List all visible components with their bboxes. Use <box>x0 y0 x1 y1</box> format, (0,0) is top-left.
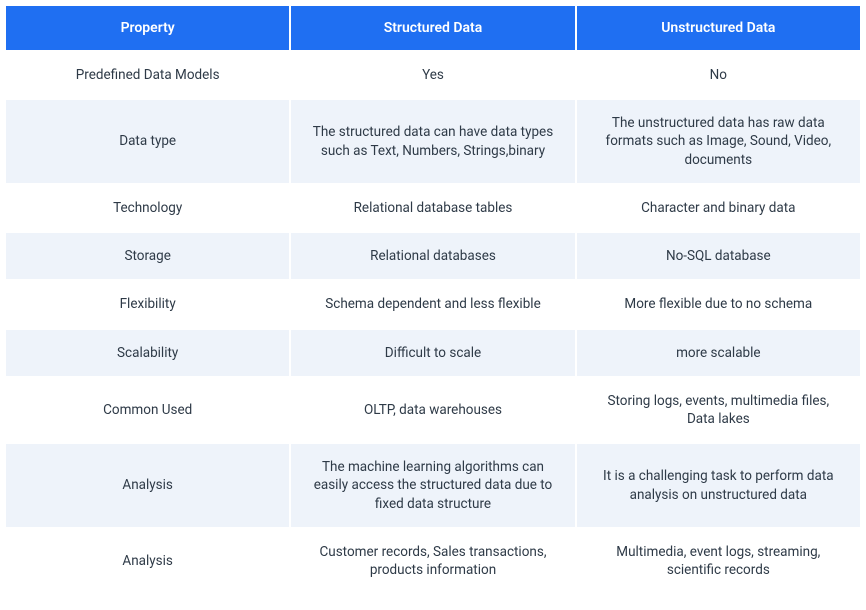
col-header-property: Property <box>6 6 289 50</box>
cell-structured: OLTP, data warehouses <box>291 378 574 442</box>
cell-structured: Difficult to scale <box>291 330 574 376</box>
col-header-unstructured: Unstructured Data <box>577 6 860 50</box>
table-row: Predefined Data Models Yes No <box>6 52 860 98</box>
cell-unstructured: No <box>577 52 860 98</box>
table-row: Technology Relational database tables Ch… <box>6 185 860 231</box>
cell-structured: The structured data can have data types … <box>291 100 574 183</box>
cell-property: Analysis <box>6 529 289 593</box>
table-row: Analysis The machine learning algorithms… <box>6 444 860 527</box>
cell-property: Analysis <box>6 444 289 527</box>
table-row: Data type The structured data can have d… <box>6 100 860 183</box>
cell-unstructured: No-SQL database <box>577 233 860 279</box>
cell-unstructured: More flexible due to no schema <box>577 281 860 327</box>
cell-unstructured: Storing logs, events, multimedia files, … <box>577 378 860 442</box>
cell-structured: Relational database tables <box>291 185 574 231</box>
cell-structured: Customer records, Sales transactions, pr… <box>291 529 574 593</box>
cell-structured: The machine learning algorithms can easi… <box>291 444 574 527</box>
table-row: Storage Relational databases No-SQL data… <box>6 233 860 279</box>
cell-unstructured: more scalable <box>577 330 860 376</box>
comparison-table-container: Property Structured Data Unstructured Da… <box>0 0 866 599</box>
table-row: Common Used OLTP, data warehouses Storin… <box>6 378 860 442</box>
comparison-table: Property Structured Data Unstructured Da… <box>4 4 862 595</box>
cell-unstructured: It is a challenging task to perform data… <box>577 444 860 527</box>
table-header-row: Property Structured Data Unstructured Da… <box>6 6 860 50</box>
cell-structured: Relational databases <box>291 233 574 279</box>
col-header-structured: Structured Data <box>291 6 574 50</box>
cell-property: Technology <box>6 185 289 231</box>
cell-property: Flexibility <box>6 281 289 327</box>
cell-unstructured: The unstructured data has raw data forma… <box>577 100 860 183</box>
cell-property: Scalability <box>6 330 289 376</box>
cell-structured: Yes <box>291 52 574 98</box>
cell-property: Data type <box>6 100 289 183</box>
cell-property: Predefined Data Models <box>6 52 289 98</box>
cell-property: Storage <box>6 233 289 279</box>
table-body: Predefined Data Models Yes No Data type … <box>6 52 860 593</box>
cell-structured: Schema dependent and less flexible <box>291 281 574 327</box>
table-row: Scalability Difficult to scale more scal… <box>6 330 860 376</box>
cell-unstructured: Character and binary data <box>577 185 860 231</box>
table-row: Analysis Customer records, Sales transac… <box>6 529 860 593</box>
cell-property: Common Used <box>6 378 289 442</box>
table-row: Flexibility Schema dependent and less fl… <box>6 281 860 327</box>
cell-unstructured: Multimedia, event logs, streaming, scien… <box>577 529 860 593</box>
